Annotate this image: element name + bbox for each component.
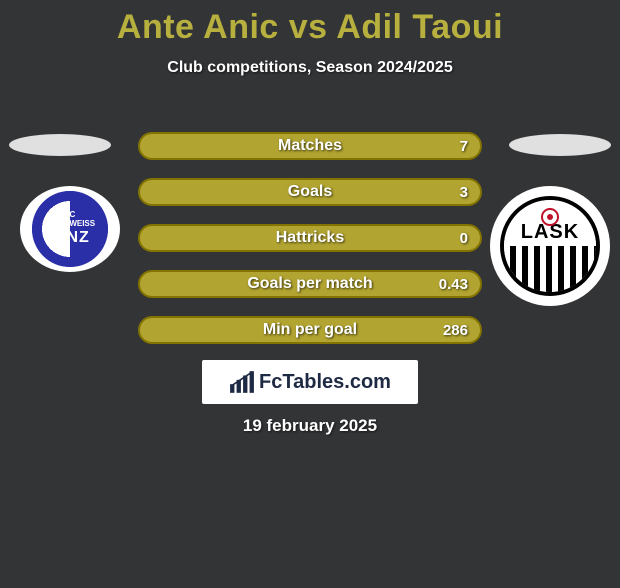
stats-bars: Matches 7 Goals 3 Hattricks 0 Goals per … [138, 132, 482, 362]
stat-label: Goals per match [247, 275, 372, 293]
watermark: FcTables.com [202, 360, 418, 404]
linz-line3: LINZ [45, 230, 95, 247]
linz-crest: FC BLAU WEISS LINZ [32, 191, 108, 267]
club-badge-right: LASK [490, 186, 610, 306]
watermark-text: FcTables.com [259, 371, 391, 394]
stat-value: 0.43 [439, 276, 468, 293]
stat-label: Hattricks [276, 229, 344, 247]
stat-value: 0 [460, 230, 468, 247]
page-title: Ante Anic vs Adil Taoui [0, 8, 620, 47]
stat-label: Goals [288, 183, 332, 201]
stat-bar: Hattricks 0 [138, 224, 482, 252]
stat-label: Matches [278, 137, 342, 155]
stat-label: Min per goal [263, 321, 357, 339]
stat-value: 3 [460, 184, 468, 201]
lask-accent-icon [541, 208, 559, 226]
subtitle: Club competitions, Season 2024/2025 [0, 59, 620, 77]
stat-value: 286 [443, 322, 468, 339]
stat-bar: Min per goal 286 [138, 316, 482, 344]
stat-bar: Goals per match 0.43 [138, 270, 482, 298]
linz-line2: BLAU WEISS [45, 219, 95, 228]
date-text: 19 february 2025 [0, 416, 620, 436]
stat-bar: Goals 3 [138, 178, 482, 206]
stat-bar: Matches 7 [138, 132, 482, 160]
player-right-shadow [509, 134, 611, 156]
bars-icon [229, 371, 255, 393]
player-left-shadow [9, 134, 111, 156]
club-badge-left: FC BLAU WEISS LINZ [20, 186, 120, 272]
lask-crest: LASK [500, 196, 600, 296]
stat-value: 7 [460, 138, 468, 155]
